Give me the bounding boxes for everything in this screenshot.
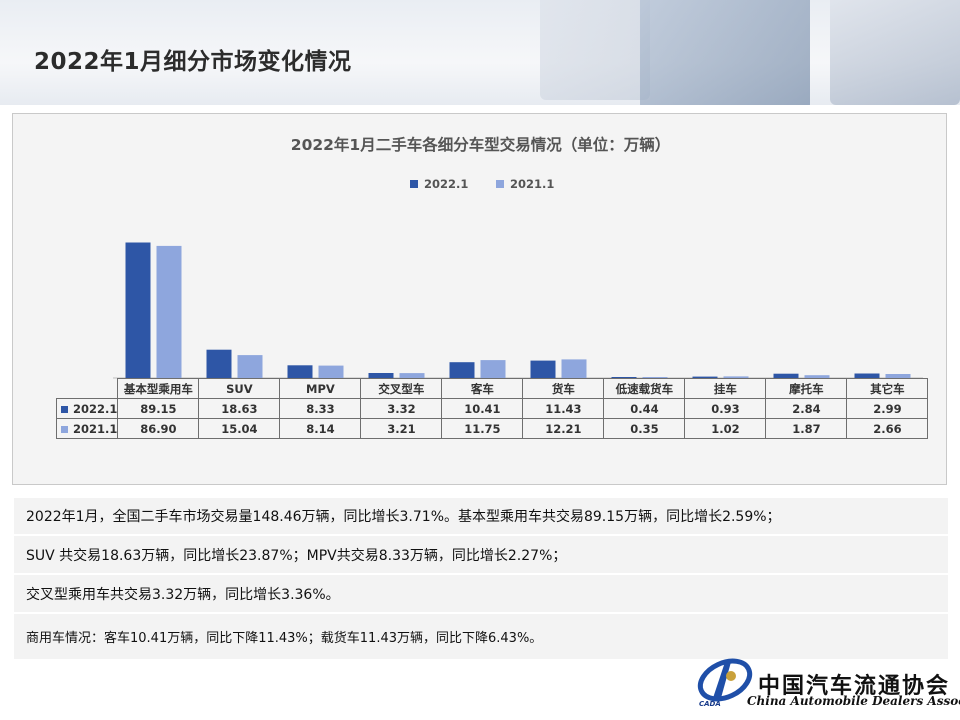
bar-2022.1-SUV [206, 349, 232, 378]
table-swatch-2022 [61, 405, 68, 413]
table-series-name: 2021.1 [73, 421, 118, 436]
table-swatch-2021 [61, 425, 68, 433]
bar-2021.1-摩托车 [804, 375, 830, 378]
table-row-label-2022: 2022.1 [55, 398, 119, 419]
banner-globe-decoration [640, 0, 810, 105]
table-cell: 11.75 [441, 418, 524, 439]
table-cell: 0.93 [684, 398, 767, 419]
bar-2022.1-挂车 [692, 376, 718, 378]
bar-2021.1-挂车 [723, 376, 749, 378]
table-cell: 8.14 [279, 418, 362, 439]
table-cell: 1.87 [765, 418, 848, 439]
table-cell: 2.99 [846, 398, 929, 419]
table-row-label-2021: 2021.1 [55, 418, 119, 439]
bar-2022.1-MPV [287, 365, 313, 378]
bar-2021.1-SUV [237, 355, 263, 378]
logo-abbreviation: CADA [699, 700, 721, 708]
table-corner [57, 379, 118, 399]
bar-2021.1-客车 [480, 360, 506, 378]
logo-chinese-name: 中国汽车流通协会 [758, 673, 951, 699]
table-cell: 10.41 [441, 398, 524, 419]
table-cell: 89.15 [117, 398, 200, 419]
table-cell: 8.33 [279, 398, 362, 419]
legend-item-2022: 2022.1 [410, 177, 468, 191]
table-series-name: 2022.1 [73, 401, 118, 416]
table-row-2021: 2021.1 86.90 15.04 8.14 3.21 11.75 12.21… [55, 418, 929, 439]
summary-line-1: 2022年1月，全国二手车市场交易量148.46万辆，同比增长3.71%。基本型… [14, 498, 948, 534]
legend-label-2022: 2022.1 [424, 177, 469, 191]
table-row-2022: 2022.1 89.15 18.63 8.33 3.32 10.41 11.43… [55, 398, 929, 419]
table-cell: 86.90 [117, 418, 200, 439]
legend-item-2021: 2021.1 [496, 177, 554, 191]
table-category: MPV [279, 378, 362, 399]
table-category: SUV [198, 378, 281, 399]
data-table: 基本型乘用车 SUV MPV 交叉型车 客车 货车 低速载货车 挂车 摩托车 其… [55, 378, 929, 439]
table-cell: 11.43 [522, 398, 605, 419]
bar-2021.1-交叉型车 [399, 373, 425, 378]
logo-english-name: China Automobile Dealers Association [747, 694, 960, 708]
table-cell: 0.35 [603, 418, 686, 439]
page-title: 2022年1月细分市场变化情况 [34, 49, 352, 75]
table-cell: 2.84 [765, 398, 848, 419]
table-category: 货车 [522, 378, 605, 399]
banner-cube-decoration-right [830, 0, 960, 105]
legend-label-2021: 2021.1 [510, 177, 555, 191]
summary-line-4: 商用车情况：客车10.41万辆，同比下降11.43%；载货车11.43万辆，同比… [14, 614, 948, 659]
table-header-row: 基本型乘用车 SUV MPV 交叉型车 客车 货车 低速载货车 挂车 摩托车 其… [57, 378, 929, 399]
header-banner: 2022年1月细分市场变化情况 [0, 0, 960, 105]
table-cell: 1.02 [684, 418, 767, 439]
bar-2021.1-基本型乘用车 [156, 245, 182, 378]
table-cell: 18.63 [198, 398, 281, 419]
bar-2022.1-货车 [530, 360, 556, 378]
bar-2022.1-其它车 [854, 373, 880, 378]
banner-cube-decoration [540, 0, 650, 100]
table-category: 客车 [441, 378, 524, 399]
table-category: 交叉型车 [360, 378, 443, 399]
table-category: 其它车 [846, 378, 929, 399]
legend-swatch-2021 [496, 180, 504, 188]
chart-title: 2022年1月二手车各细分车型交易情况（单位：万辆） [290, 136, 671, 154]
summary-line-2: SUV 共交易18.63万辆，同比增长23.87%；MPV共交易8.33万辆，同… [14, 536, 948, 573]
table-cell: 2.66 [846, 418, 929, 439]
bar-2021.1-货车 [561, 359, 587, 378]
bar-2022.1-低速载货车 [611, 377, 637, 378]
bar-2021.1-MPV [318, 365, 344, 378]
bar-2022.1-摩托车 [773, 373, 799, 378]
association-logo: CADA 中国汽车流通协会 China Automobile Dealers A… [693, 654, 960, 714]
bar-2022.1-客车 [449, 362, 475, 378]
table-cell: 3.32 [360, 398, 443, 419]
bar-2022.1-基本型乘用车 [125, 242, 151, 378]
table-category: 基本型乘用车 [117, 378, 200, 399]
table-category: 低速载货车 [603, 378, 686, 399]
legend-swatch-2022 [410, 180, 418, 188]
table-cell: 0.44 [603, 398, 686, 419]
table-cell: 12.21 [522, 418, 605, 439]
table-category: 挂车 [684, 378, 767, 399]
bar-chart [113, 242, 923, 379]
chart-panel: 2022年1月二手车各细分车型交易情况（单位：万辆） 2022.1 2021.1… [12, 113, 947, 485]
summary-line-3: 交叉型乘用车共交易3.32万辆，同比增长3.36%。 [14, 575, 948, 612]
bar-2022.1-交叉型车 [368, 373, 394, 378]
table-cell: 3.21 [360, 418, 443, 439]
bar-2021.1-其它车 [885, 374, 911, 378]
cada-emblem-icon [697, 658, 753, 702]
table-cell: 15.04 [198, 418, 281, 439]
bar-2021.1-低速载货车 [642, 377, 668, 378]
table-category: 摩托车 [765, 378, 848, 399]
